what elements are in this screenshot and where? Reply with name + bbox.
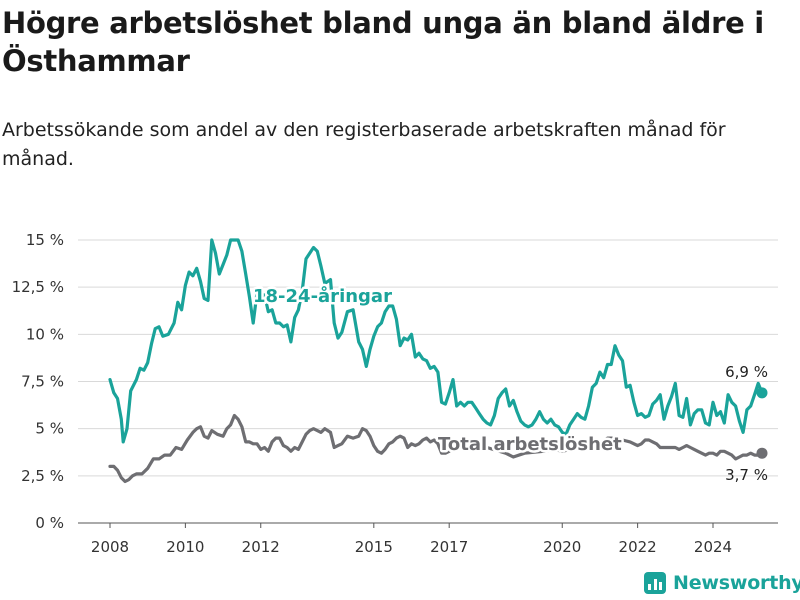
x-tick-label: 2008 — [91, 538, 129, 556]
series-group — [108, 238, 768, 484]
youth-end-label: 6,9 % — [725, 363, 768, 381]
newsworthy-logo-text: Newsworthy — [673, 572, 800, 594]
chart-title: Högre arbetslöshet bland unga än bland ä… — [2, 6, 764, 78]
x-tick-label: 2015 — [355, 538, 393, 556]
y-tick-label: 5 % — [35, 420, 64, 438]
grid-lines — [78, 239, 778, 477]
total-series-line — [108, 413, 764, 484]
x-tick-label: 2010 — [166, 538, 204, 556]
y-axis: 0 % 2,5 % 5 % 7,5 % 10 % 12,5 % 15 % — [12, 231, 64, 532]
newsworthy-logo-icon — [644, 572, 666, 594]
series-labels: 6,9 % 3,7 % 18-24-åringar Total arbetslöshe… — [251, 283, 769, 485]
y-tick-label: 12,5 % — [12, 278, 64, 296]
chart-subtitle: Arbetssökande som andel av den registerb… — [2, 119, 726, 170]
newsworthy-logo: Newsworthy — [644, 570, 800, 596]
y-tick-label: 0 % — [35, 514, 64, 532]
y-tick-label: 15 % — [26, 231, 64, 249]
total-end-label: 3,7 % — [725, 466, 768, 484]
total-series-label: Total arbetslöshet — [438, 434, 622, 455]
total-series-end-point — [756, 447, 768, 459]
youth-series-label: 18-24-åringar — [253, 285, 392, 307]
x-tick-label: 2012 — [242, 538, 280, 556]
y-tick-label: 10 % — [26, 325, 64, 343]
y-tick-label: 7,5 % — [21, 373, 64, 391]
x-tick-label: 2024 — [694, 538, 732, 556]
x-axis: 2008 2010 2012 2015 2017 2020 2022 2024 — [78, 522, 778, 556]
y-tick-label: 2,5 % — [21, 467, 64, 485]
x-tick-label: 2022 — [619, 538, 657, 556]
x-tick-label: 2020 — [543, 538, 581, 556]
x-tick-label: 2017 — [430, 538, 468, 556]
youth-series-end-point — [756, 387, 768, 399]
youth-series-line — [108, 238, 764, 444]
